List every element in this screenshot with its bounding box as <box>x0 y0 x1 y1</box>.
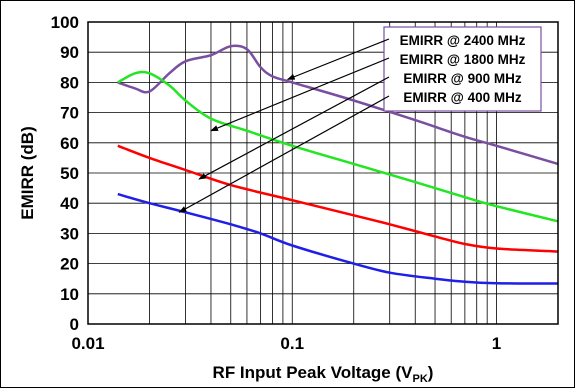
legend: EMIRR @ 2400 MHz EMIRR @ 1800 MHz EMIRR @ … <box>383 26 542 112</box>
series-line <box>117 144 559 253</box>
y-axis-title: EMIRR (dB) <box>18 126 37 219</box>
annotation-arrow <box>198 76 390 180</box>
y-tick-label: 90 <box>60 43 79 62</box>
x-axis-title: RF Input Peak Voltage (VPK) <box>213 363 434 385</box>
x-axis-title-sub: PK <box>412 373 427 385</box>
annotation-arrow <box>286 38 390 80</box>
y-tick-label: 30 <box>60 224 79 243</box>
x-tick-label: 0.01 <box>71 334 104 353</box>
tick-labels: 0 10 20 30 40 50 60 70 80 90 100 0.01 0.1 1 <box>51 13 502 353</box>
x-axis-title-tail: ) <box>428 363 434 382</box>
y-tick-label: 60 <box>60 134 79 153</box>
y-tick-label: 0 <box>70 315 79 334</box>
series-line <box>117 44 559 166</box>
annotation-arrow <box>210 57 390 132</box>
annotation-arrow <box>178 95 390 213</box>
x-axis-title-main: RF Input Peak Voltage (V <box>213 363 414 382</box>
annotation-arrows <box>178 38 390 213</box>
legend-label: EMIRR @ 900 MHz <box>403 71 521 86</box>
x-tick-label: 1 <box>492 334 501 353</box>
y-tick-label: 80 <box>60 73 79 92</box>
y-tick-label: 100 <box>51 13 79 32</box>
legend-box <box>383 26 542 112</box>
x-tick-label: 0.1 <box>280 334 304 353</box>
y-tick-label: 50 <box>60 164 79 183</box>
y-tick-label: 20 <box>60 255 79 274</box>
y-tick-label: 40 <box>60 194 79 213</box>
y-tick-label: 70 <box>60 104 79 123</box>
legend-label: EMIRR @ 400 MHz <box>403 90 521 105</box>
legend-label: EMIRR @ 2400 MHz <box>400 33 526 48</box>
series-line <box>117 70 559 223</box>
plot-area-border <box>87 21 559 325</box>
legend-label: EMIRR @ 1800 MHz <box>400 52 526 67</box>
y-tick-label: 10 <box>60 285 79 304</box>
